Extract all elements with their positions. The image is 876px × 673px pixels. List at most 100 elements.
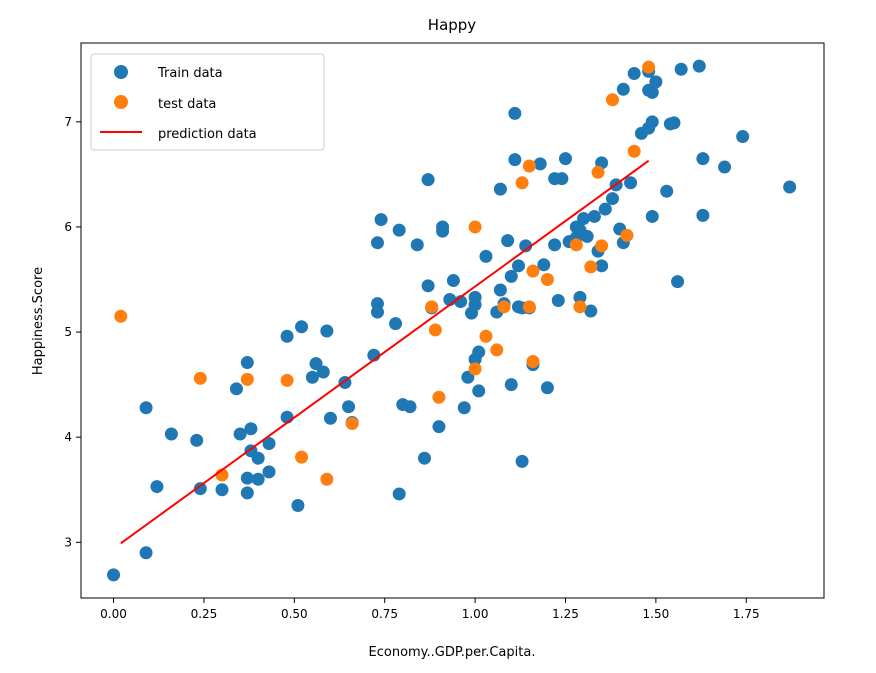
legend-marker-train [114, 65, 128, 79]
train-data-point [624, 176, 638, 190]
train-data-point [598, 202, 612, 216]
train-data-point [515, 454, 529, 468]
train-data-point [421, 173, 435, 187]
train-data-point [291, 499, 305, 512]
train-data-point [587, 209, 601, 223]
train-data-point [262, 436, 276, 450]
train-data-point [392, 223, 406, 237]
train-data-point [660, 184, 674, 198]
test-data-point [280, 373, 294, 387]
train-data-point [240, 486, 254, 500]
train-data-point [577, 212, 591, 226]
legend-label-test: test data [158, 97, 216, 112]
test-data-point [522, 300, 536, 314]
train-data-point [736, 130, 750, 144]
train-data-point [501, 234, 515, 248]
prediction-data-series [120, 159, 650, 545]
test-data-point [432, 390, 446, 404]
train-data-point [479, 249, 493, 263]
train-data-point [696, 208, 710, 222]
train-data-point [403, 400, 417, 414]
train-data-point [262, 465, 276, 479]
train-data-point [718, 160, 732, 174]
train-data-point [323, 411, 337, 425]
train-data-point [280, 329, 294, 343]
train-data-point [215, 483, 229, 497]
train-data-point [370, 305, 384, 319]
train-data-point [537, 258, 551, 272]
train-data-point [627, 66, 641, 80]
train-data-point [374, 213, 388, 227]
train-data-point [309, 357, 323, 371]
test-data-point [573, 300, 587, 314]
train-data-point [472, 345, 486, 359]
train-data-point [468, 298, 482, 312]
x-tick-label: 0.25 [191, 607, 218, 621]
train-data-point [504, 269, 518, 283]
train-data-point [240, 471, 254, 485]
train-data-point [616, 82, 630, 96]
test-data-point [479, 329, 493, 343]
test-data-point [468, 362, 482, 376]
train-data-point [692, 59, 706, 73]
legend-box [90, 53, 325, 151]
train-data-point [107, 568, 121, 582]
legend-label-train: Train data [157, 66, 223, 81]
x-axis-ticks: 0.00 0.25 0.50 0.75 1.00 1.25 1.50 1.75 [100, 598, 760, 621]
train-data-point [696, 152, 710, 166]
test-data-series [114, 60, 656, 486]
train-data-point [305, 370, 319, 384]
train-data-point [493, 283, 507, 297]
test-data-point [627, 144, 641, 158]
x-tick-label: 0.75 [371, 607, 398, 621]
y-tick-label: 5 [64, 325, 72, 339]
train-data-point [164, 427, 178, 441]
x-tick-label: 0.00 [100, 607, 127, 621]
test-data-point [515, 176, 529, 190]
train-data-point [446, 274, 460, 288]
test-data-point [468, 220, 482, 234]
train-data-point [674, 62, 688, 76]
test-data-point [642, 60, 656, 74]
train-data-point [251, 451, 265, 465]
test-data-point [526, 354, 540, 368]
train-data-point [150, 480, 164, 494]
train-data-point [533, 157, 547, 171]
train-data-point [190, 433, 204, 447]
train-data-point [251, 472, 265, 486]
train-data-point [504, 378, 518, 392]
train-data-point [540, 381, 554, 395]
legend: Train data test data prediction data [90, 53, 325, 151]
train-data-point [558, 152, 572, 166]
train-data-point [519, 239, 533, 253]
y-tick-label: 3 [64, 535, 72, 549]
train-data-point [605, 192, 619, 206]
y-tick-label: 4 [64, 430, 72, 444]
test-data-point [240, 372, 254, 386]
train-data-point [193, 482, 207, 496]
train-data-point [511, 259, 525, 273]
test-data-point [497, 300, 511, 314]
train-data-point [584, 304, 598, 318]
train-data-point [508, 106, 522, 120]
y-axis-ticks: 3 4 5 6 7 [64, 115, 81, 549]
test-data-point [193, 371, 207, 385]
x-tick-label: 1.00 [462, 607, 489, 621]
train-data-point [645, 115, 659, 129]
train-data-point [457, 401, 471, 415]
train-data-point [392, 487, 406, 501]
test-data-point [526, 264, 540, 278]
y-tick-label: 6 [64, 220, 72, 234]
test-data-point [605, 93, 619, 107]
train-data-point [320, 324, 334, 338]
train-data-point [244, 422, 258, 436]
train-data-point [421, 279, 435, 293]
test-data-point [595, 239, 609, 253]
train-data-point [461, 370, 475, 384]
x-tick-label: 1.75 [733, 607, 760, 621]
chart-title: Happy [428, 16, 477, 34]
test-data-point [425, 300, 439, 314]
test-data-point [345, 417, 359, 431]
train-data-point [783, 180, 797, 194]
